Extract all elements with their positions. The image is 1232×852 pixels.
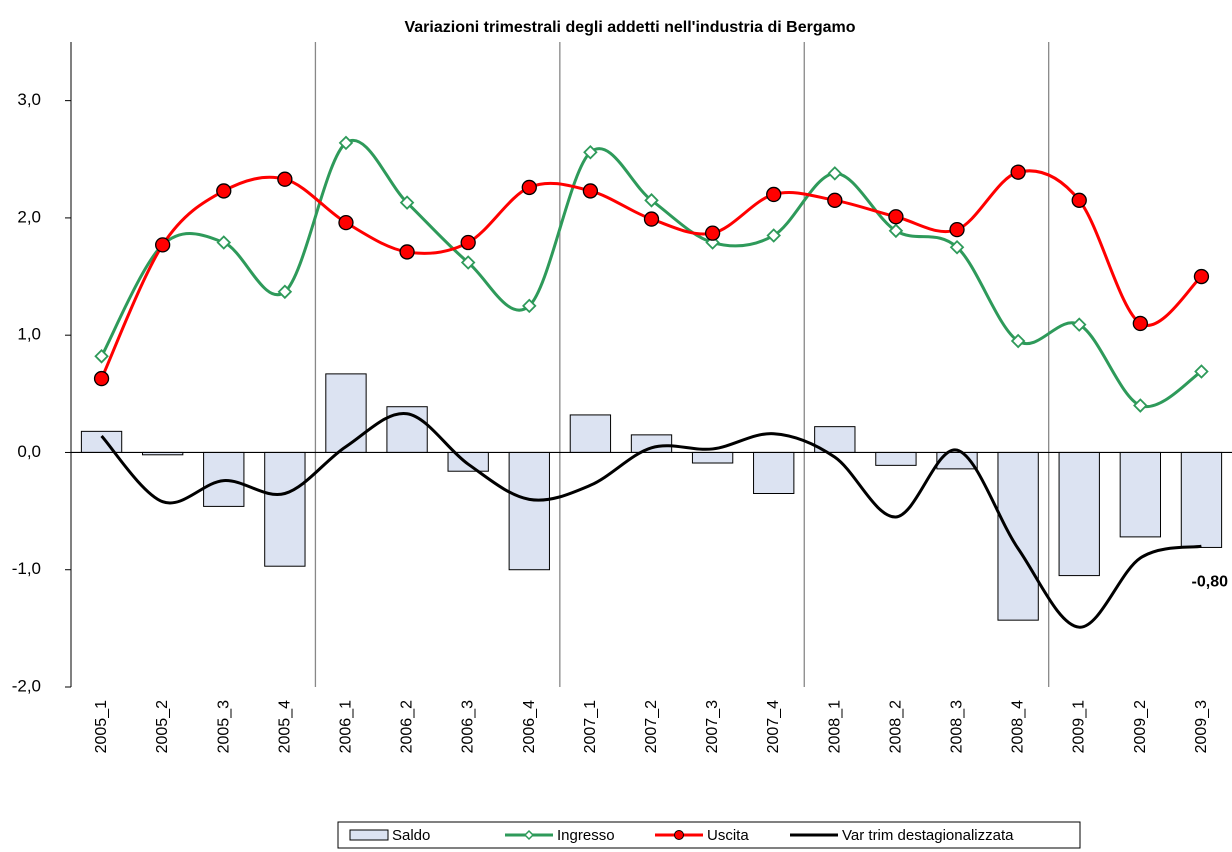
x-tick-label: 2006_4 <box>521 700 538 753</box>
marker <box>949 221 965 238</box>
marker <box>766 186 782 203</box>
bar <box>753 451 795 495</box>
marker <box>888 223 904 239</box>
bar <box>691 451 734 464</box>
marker <box>766 228 781 243</box>
y-tick-label: -1,0 <box>12 559 41 578</box>
legend-label: Ingresso <box>557 827 615 844</box>
x-tick-label: 2009_1 <box>1071 700 1088 753</box>
marker <box>399 195 415 210</box>
marker <box>521 179 537 196</box>
bar <box>1058 451 1100 577</box>
x-tick-label: 2006_2 <box>399 700 416 753</box>
x-tick-label: 2008_2 <box>887 700 904 753</box>
x-tick-label: 2005_3 <box>215 700 232 753</box>
line <box>100 412 1202 629</box>
bar <box>630 434 673 453</box>
marker <box>827 166 843 181</box>
line <box>100 138 1203 409</box>
x-tick-label: 2007_1 <box>582 700 599 753</box>
bar <box>447 451 489 472</box>
marker <box>643 211 660 227</box>
legend-label: Uscita <box>707 827 749 844</box>
bar <box>569 414 612 453</box>
legend-box <box>337 821 1081 849</box>
marker <box>216 235 232 250</box>
x-tick-label: 2008_3 <box>949 700 966 753</box>
marker <box>583 144 598 160</box>
x-tick-label: 2009_3 <box>1193 700 1210 753</box>
x-tick-label: 2005_2 <box>154 700 171 753</box>
bar <box>1119 451 1162 538</box>
marker <box>1194 364 1209 379</box>
marker <box>94 349 109 364</box>
marker <box>460 255 476 270</box>
legend-marker <box>523 829 535 841</box>
bar <box>814 426 856 453</box>
marker <box>522 298 537 314</box>
marker <box>216 183 232 199</box>
x-tick-label: 2007_2 <box>643 700 660 753</box>
bar <box>875 451 917 466</box>
marker <box>1132 315 1148 332</box>
x-tick-label: 2005_4 <box>276 700 293 753</box>
marker <box>1193 268 1210 285</box>
marker <box>1071 317 1087 332</box>
bar <box>997 451 1039 621</box>
bar <box>508 451 550 571</box>
marker <box>949 239 965 255</box>
x-tick-label: 2008_4 <box>1010 700 1027 753</box>
bar <box>80 430 123 453</box>
y-tick-label: 0,0 <box>17 442 41 461</box>
marker <box>1010 164 1026 180</box>
marker <box>704 225 721 241</box>
x-tick-label: 2005_1 <box>93 700 110 753</box>
marker <box>460 234 476 251</box>
marker <box>644 193 659 208</box>
x-tick-label: 2008_1 <box>826 700 843 753</box>
x-tick-label: 2006_3 <box>460 700 477 753</box>
legend-label: Saldo <box>392 827 430 844</box>
x-tick-label: 2007_4 <box>765 700 782 753</box>
marker <box>277 284 293 300</box>
bar <box>325 373 367 453</box>
legend-label: Var trim destagionalizzata <box>842 827 1014 844</box>
marker <box>582 183 599 199</box>
marker <box>888 209 904 225</box>
marker <box>705 235 720 250</box>
x-tick-label: 2009_2 <box>1132 700 1149 753</box>
y-tick-label: 3,0 <box>17 90 41 109</box>
marker <box>827 192 843 208</box>
x-tick-label: 2007_3 <box>704 700 721 753</box>
marker <box>1133 398 1148 413</box>
marker <box>399 244 415 260</box>
legend-marker <box>674 830 684 840</box>
chart-title: Variazioni trimestrali degli addetti nel… <box>404 19 855 36</box>
marker <box>277 171 293 187</box>
bar <box>264 451 306 567</box>
marker <box>93 370 110 387</box>
marker <box>155 237 171 253</box>
y-tick-label: 1,0 <box>17 325 41 344</box>
marker <box>1010 333 1026 349</box>
marker <box>338 135 354 151</box>
value-label: -0,80 <box>1192 573 1229 590</box>
legend-swatch <box>349 829 389 841</box>
marker <box>1071 192 1087 208</box>
x-tick-label: 2006_1 <box>337 700 354 753</box>
y-tick-label: -2,0 <box>12 676 41 695</box>
y-tick-label: 2,0 <box>17 207 41 226</box>
marker <box>338 214 354 231</box>
bar <box>1180 451 1223 548</box>
